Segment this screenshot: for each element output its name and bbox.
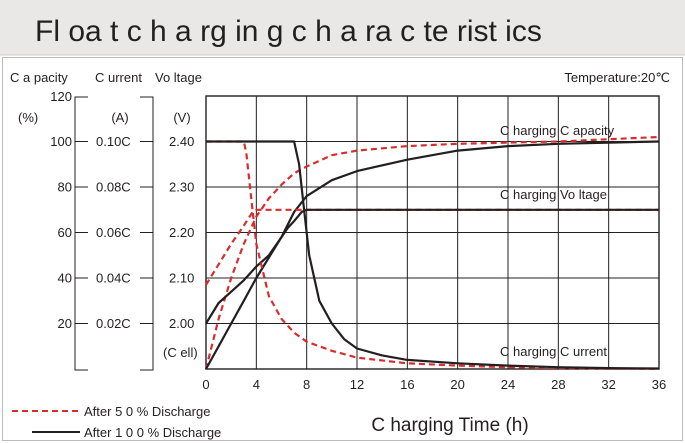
capacity-tick-label: 80 <box>58 180 72 195</box>
outer-frame <box>2 57 683 441</box>
x-tick-label: 16 <box>400 377 414 392</box>
series-50pct-current-line <box>206 140 660 370</box>
series-50pct-capacity-line <box>204 135 660 370</box>
legend-solid-label: After 1 0 0 % Discharge <box>84 425 221 440</box>
x-tick-label: 36 <box>652 377 666 392</box>
capacity-axis-bracket <box>74 96 88 371</box>
voltage-tick-label: 2.10 <box>169 271 194 286</box>
voltage-tick-label: 2.20 <box>169 225 194 240</box>
current-tick-label: 0.06C <box>96 225 131 240</box>
capacity-axis-header: C a pacity <box>10 70 68 85</box>
voltage-cell-label: (C ell) <box>163 345 198 360</box>
charging-current-label: C harging C urrent <box>500 344 607 359</box>
charging-capacity-label: C harging C apacity <box>500 123 615 138</box>
current-tick-label: 0.04C <box>96 271 131 286</box>
x-tick-labels: 0 4 8 12 16 20 24 28 32 36 <box>202 377 666 392</box>
capacity-tick-label: 20 <box>58 316 72 331</box>
current-unit: (A) <box>111 110 128 125</box>
title-banner <box>0 0 685 55</box>
x-tick-label: 4 <box>253 377 260 392</box>
current-tick-label: 0.10C <box>96 134 131 149</box>
voltage-unit: (V) <box>173 110 190 125</box>
capacity-tick-label: 60 <box>58 225 72 240</box>
x-tick-label: 28 <box>551 377 565 392</box>
capacity-tick-label: 40 <box>58 271 72 286</box>
x-tick-label: 32 <box>601 377 615 392</box>
capacity-unit: (%) <box>18 110 38 125</box>
temperature-label: Temperature:20℃ <box>564 70 670 85</box>
series-100pct-current-line <box>206 140 660 370</box>
x-tick-label: 12 <box>350 377 364 392</box>
plot-grid <box>205 95 660 370</box>
capacity-top-tick: 120 <box>50 89 72 104</box>
capacity-tick-labels: 100 80 60 40 20 <box>50 134 88 331</box>
current-tick-label: 0.02C <box>96 316 131 331</box>
current-tick-labels: 0.10C 0.08C 0.06C 0.04C 0.02C <box>96 134 153 331</box>
capacity-tick-label: 100 <box>50 134 72 149</box>
voltage-tick-label: 2.00 <box>169 316 194 331</box>
x-axis-title: C harging Time (h) <box>371 415 528 436</box>
voltage-tick-labels: 2.40 2.30 2.20 2.10 2.00 <box>169 134 194 331</box>
voltage-tick-label: 2.30 <box>169 180 194 195</box>
current-axis-header: C urrent <box>95 70 142 85</box>
x-tick-label: 24 <box>501 377 515 392</box>
series-50pct-voltage-line <box>205 208 659 286</box>
current-axis-bracket <box>140 96 154 371</box>
voltage-axis-header: Vo ltage <box>155 70 202 85</box>
legend: After 5 0 % Discharge After 1 0 0 % Disc… <box>12 404 221 440</box>
series-100pct-capacity-line <box>205 140 660 370</box>
series-100pct-voltage-line <box>205 208 659 325</box>
plot-series <box>204 135 660 370</box>
x-tick-label: 20 <box>450 377 464 392</box>
x-tick-label: 0 <box>202 377 209 392</box>
charging-voltage-label: C harging Vo ltage <box>500 187 607 202</box>
voltage-tick-label: 2.40 <box>169 134 194 149</box>
legend-dashed-label: After 5 0 % Discharge <box>84 404 210 419</box>
x-tick-label: 8 <box>303 377 310 392</box>
chart-title: Fl oa t c h a rg in g c h a ra c te rist… <box>35 15 542 48</box>
current-tick-label: 0.08C <box>96 180 131 195</box>
